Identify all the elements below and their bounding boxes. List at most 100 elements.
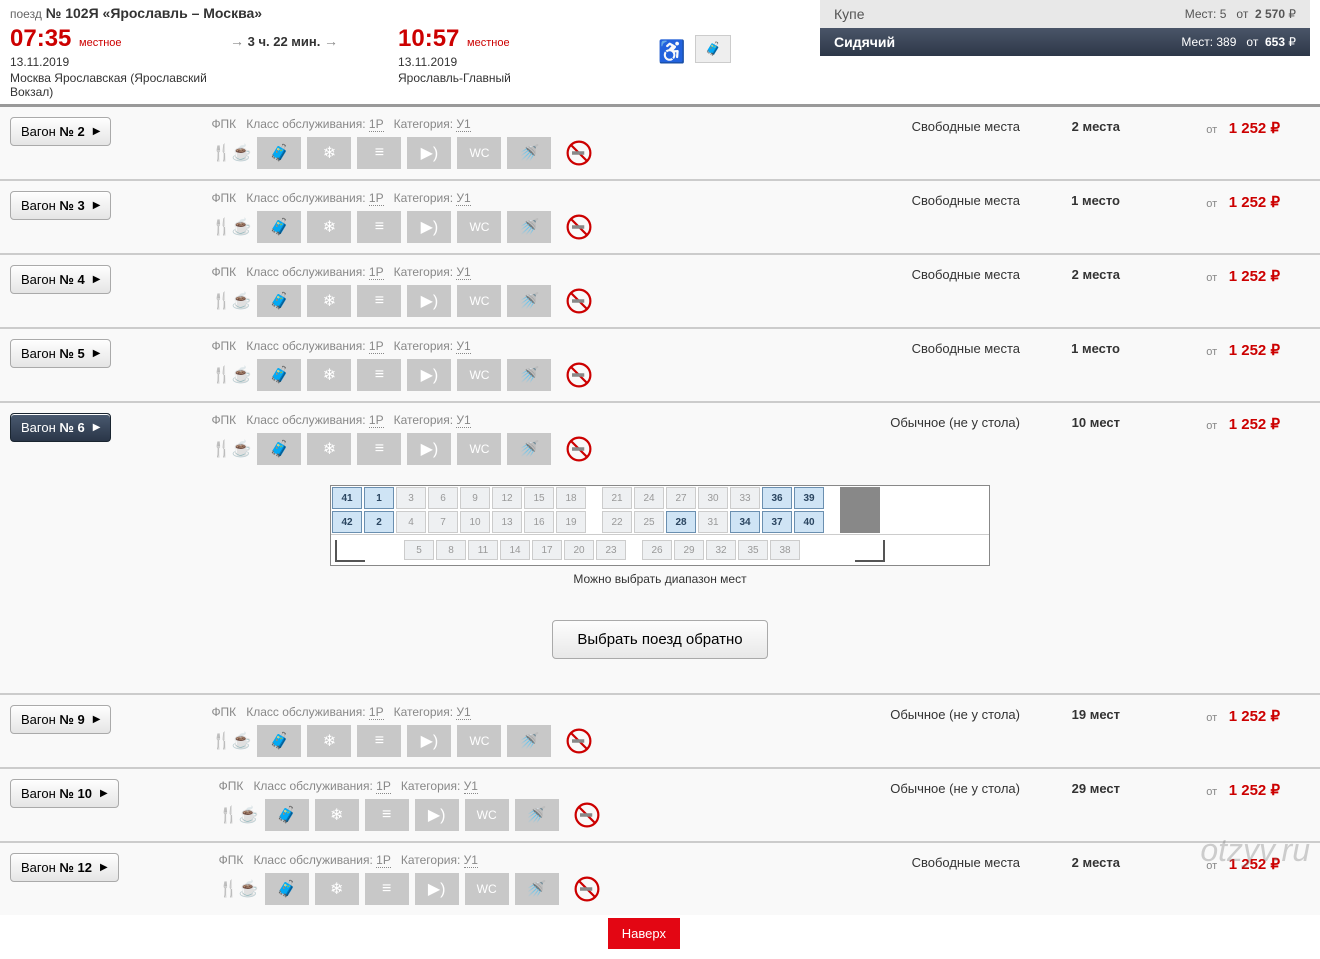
shower-icon: 🚿 — [507, 433, 551, 465]
train-header: поезд № 102Я «Ярославль – Москва» 07:35 … — [0, 0, 1320, 104]
wagon-button[interactable]: Вагон № 9 ▶ — [10, 705, 111, 734]
wc-icon: WC — [457, 137, 501, 169]
amenity-row: 🍴☕ 🧳 ❄ ≡ ▶) WC 🚿 — [211, 211, 1310, 243]
seat[interactable]: 3 — [396, 487, 426, 509]
class-tab-kupe[interactable]: Купе Мест: 5 от 2 570 ₽ — [820, 0, 1310, 28]
seat[interactable]: 22 — [602, 511, 632, 533]
seat[interactable]: 30 — [698, 487, 728, 509]
scroll-top-button[interactable]: Наверх — [608, 918, 680, 949]
no-smoking-icon — [565, 799, 609, 831]
seat[interactable]: 26 — [642, 540, 672, 560]
aircon-icon: ❄ — [315, 799, 359, 831]
arrive-block: 10:57 местное 13.11.2019 Ярославль-Главн… — [398, 25, 598, 85]
wagon-button[interactable]: Вагон № 4 ▶ — [10, 265, 111, 294]
seat[interactable]: 13 — [492, 511, 522, 533]
seat[interactable]: 31 — [698, 511, 728, 533]
kupe-price: 2 570 — [1255, 7, 1285, 21]
bedding-icon: ≡ — [357, 211, 401, 243]
seat[interactable]: 27 — [666, 487, 696, 509]
price: от 1 252 ₽ — [1206, 341, 1280, 359]
seat[interactable]: 11 — [468, 540, 498, 560]
wagon-info: ФПК Класс обслуживания: 1Р Категория: У1… — [219, 779, 1310, 831]
seat[interactable]: 18 — [556, 487, 586, 509]
shower-icon: 🚿 — [507, 725, 551, 757]
seat[interactable]: 9 — [460, 487, 490, 509]
seat[interactable]: 2 — [364, 511, 394, 533]
depart-block: 07:35 местное 13.11.2019 Москва Ярославс… — [10, 25, 210, 99]
media-icon: ▶) — [407, 211, 451, 243]
class-tab-sitting[interactable]: Сидячий Мест: 389 от 653 ₽ — [820, 28, 1310, 56]
triangle-right-icon: ▶ — [93, 274, 101, 285]
seat[interactable]: 29 — [674, 540, 704, 560]
sitting-seats: Мест: 389 — [1181, 35, 1236, 49]
seat[interactable]: 36 — [762, 487, 792, 509]
wagon-row: Вагон № 5 ▶ ФПК Класс обслуживания: 1Р К… — [0, 327, 1320, 401]
wagon-button[interactable]: Вагон № 6 ▶ — [10, 413, 111, 442]
seat[interactable]: 23 — [596, 540, 626, 560]
media-icon: ▶) — [407, 433, 451, 465]
seat[interactable]: 28 — [666, 511, 696, 533]
arrive-date: 13.11.2019 — [398, 55, 598, 69]
wagon-button[interactable]: Вагон № 12 ▶ — [10, 853, 119, 882]
seat[interactable]: 32 — [706, 540, 736, 560]
bedding-icon: ≡ — [357, 725, 401, 757]
wagon-button[interactable]: Вагон № 10 ▶ — [10, 779, 119, 808]
service-info: ФПК Класс обслуживания: 1Р Категория: У1 — [211, 339, 1310, 353]
seat[interactable]: 7 — [428, 511, 458, 533]
shower-icon: 🚿 — [507, 359, 551, 391]
seat[interactable]: 25 — [634, 511, 664, 533]
seat[interactable]: 39 — [794, 487, 824, 509]
seat[interactable]: 38 — [770, 540, 800, 560]
shower-icon: 🚿 — [507, 285, 551, 317]
price: от 1 252 ₽ — [1206, 267, 1280, 285]
seat[interactable]: 24 — [634, 487, 664, 509]
seat[interactable]: 34 — [730, 511, 760, 533]
wc-icon: WC — [457, 285, 501, 317]
wagon-row: Вагон № 2 ▶ ФПК Класс обслуживания: 1Р К… — [0, 104, 1320, 179]
seat[interactable]: 41 — [332, 487, 362, 509]
seat[interactable]: 35 — [738, 540, 768, 560]
seat-type-label: Обычное (не у стола) — [890, 707, 1020, 722]
triangle-right-icon: ▶ — [93, 348, 101, 359]
luggage-icon: 🧳 — [257, 285, 301, 317]
seat[interactable]: 5 — [404, 540, 434, 560]
seat-count: 1 место — [1071, 341, 1120, 356]
service-info: ФПК Класс обслуживания: 1Р Категория: У1 — [219, 853, 1310, 867]
wagon-button[interactable]: Вагон № 3 ▶ — [10, 191, 111, 220]
wagon-row: Вагон № 4 ▶ ФПК Класс обслуживания: 1Р К… — [0, 253, 1320, 327]
seat[interactable]: 15 — [524, 487, 554, 509]
seat[interactable]: 20 — [564, 540, 594, 560]
seat[interactable]: 21 — [602, 487, 632, 509]
seat[interactable]: 12 — [492, 487, 522, 509]
seat[interactable]: 4 — [396, 511, 426, 533]
restaurant-icon: 🍴☕ — [211, 359, 251, 391]
seat[interactable]: 42 — [332, 511, 362, 533]
no-smoking-icon — [557, 137, 601, 169]
seat[interactable]: 6 — [428, 487, 458, 509]
wagon-info: ФПК Класс обслуживания: 1Р Категория: У1… — [211, 265, 1310, 317]
seat[interactable]: 33 — [730, 487, 760, 509]
seat[interactable]: 10 — [460, 511, 490, 533]
seat[interactable]: 14 — [500, 540, 530, 560]
kupe-seats: Мест: 5 — [1185, 7, 1227, 21]
wagon-info: ФПК Класс обслуживания: 1Р Категория: У1… — [211, 705, 1310, 757]
seat-map: 41 42 1 2 3 4 6 7 9 10 12 13 15 16 18 19… — [330, 485, 990, 586]
aircon-icon: ❄ — [307, 137, 351, 169]
no-smoking-icon — [565, 873, 609, 905]
wagon-info: ФПК Класс обслуживания: 1Р Категория: У1… — [211, 413, 1310, 465]
seat[interactable]: 17 — [532, 540, 562, 560]
arrive-time: 10:57 — [398, 25, 459, 52]
media-icon: ▶) — [407, 359, 451, 391]
return-train-button[interactable]: Выбрать поезд обратно — [552, 620, 767, 659]
seat[interactable]: 19 — [556, 511, 586, 533]
wagon-button[interactable]: Вагон № 2 ▶ — [10, 117, 111, 146]
seat[interactable]: 40 — [794, 511, 824, 533]
seat[interactable]: 16 — [524, 511, 554, 533]
seat[interactable]: 37 — [762, 511, 792, 533]
shower-icon: 🚿 — [515, 873, 559, 905]
wagon-button[interactable]: Вагон № 5 ▶ — [10, 339, 111, 368]
luggage-icon: 🧳 — [695, 35, 731, 63]
seat[interactable]: 1 — [364, 487, 394, 509]
media-icon: ▶) — [407, 285, 451, 317]
seat[interactable]: 8 — [436, 540, 466, 560]
